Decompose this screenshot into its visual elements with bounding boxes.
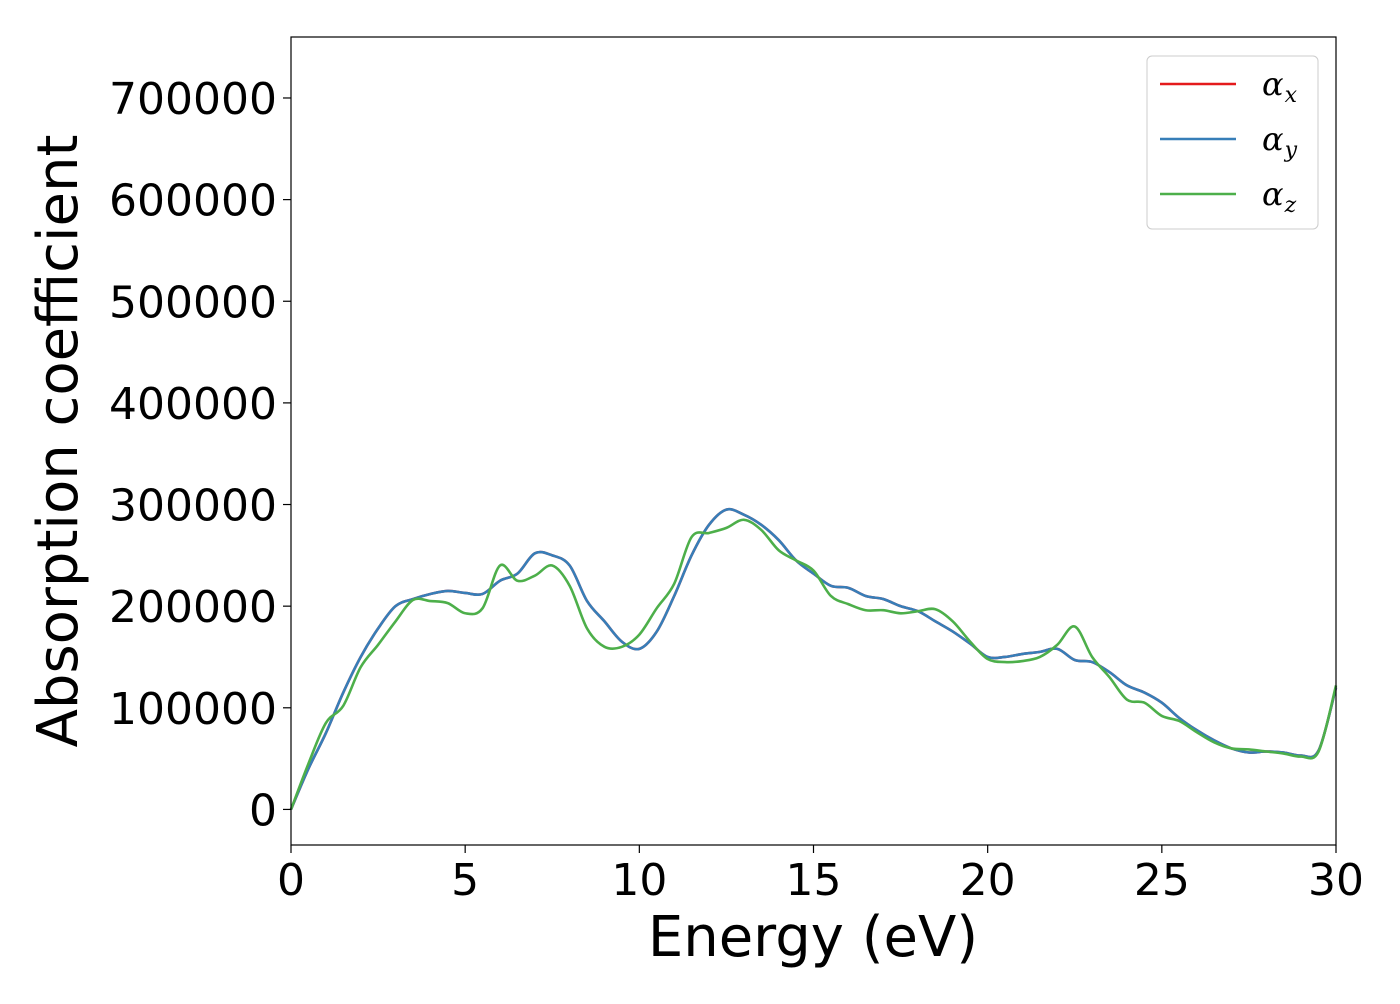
y-axis-label: Absorption coefficient — [26, 135, 91, 748]
series-line-y — [289, 507, 1338, 810]
series-layer — [289, 507, 1338, 810]
legend-label-x: αx — [1262, 65, 1298, 108]
x-tick-label: 10 — [611, 855, 667, 906]
y-tick-label: 0 — [249, 785, 277, 836]
legend-label-z: αz — [1262, 175, 1297, 218]
y-tick-label: 300000 — [109, 481, 277, 532]
y-tick-label: 700000 — [109, 74, 277, 125]
legend: αx αy αz — [1146, 55, 1319, 230]
y-tick-label: 500000 — [109, 277, 277, 328]
y-tick-label: 400000 — [109, 379, 277, 430]
series-line-z — [289, 518, 1338, 810]
y-tick-label: 200000 — [109, 582, 277, 633]
x-tick-label: 0 — [277, 855, 305, 906]
x-tick-label: 30 — [1308, 855, 1364, 906]
x-tick-label: 25 — [1134, 855, 1190, 906]
y-tick-label: 600000 — [109, 176, 277, 227]
x-axis-label: Energy (eV) — [648, 905, 978, 970]
legend-box — [1146, 55, 1319, 230]
x-tick-label: 5 — [451, 855, 479, 906]
series-line-x — [289, 507, 1338, 810]
legend-label-y: αy — [1262, 120, 1298, 163]
x-tick-label: 20 — [960, 855, 1016, 906]
y-axis-ticks: 0 100000 200000 300000 400000 500000 600000 700… — [109, 74, 291, 836]
x-tick-label: 15 — [786, 855, 842, 906]
x-axis-ticks: 0 5 10 15 20 25 30 — [277, 845, 1364, 906]
y-tick-label: 100000 — [109, 684, 277, 735]
legend-items: αx αy αz — [1160, 65, 1298, 218]
